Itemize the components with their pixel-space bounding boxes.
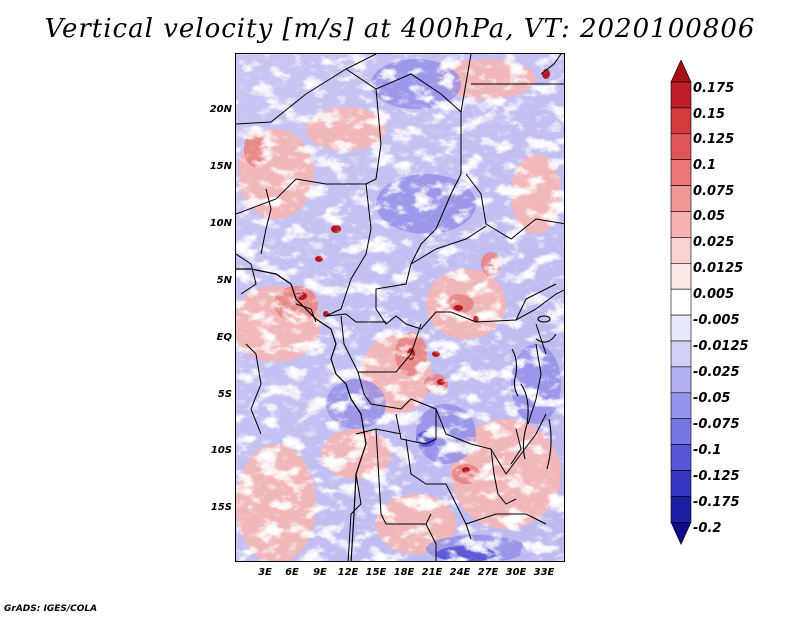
lat-label-10n: 10N — [209, 218, 232, 229]
colorbar-label: -0.175 — [693, 495, 740, 510]
lon-label-30e: 30E — [505, 567, 527, 578]
lon-label-12e: 12E — [337, 567, 359, 578]
colorbar-swatch — [670, 444, 692, 471]
colorbar-swatch — [670, 314, 692, 342]
colorbar-label: 0.005 — [693, 287, 735, 302]
coastline — [236, 268, 367, 561]
colorbar — [670, 60, 692, 546]
colorbar-swatch — [670, 185, 692, 212]
colorbar-label: 0.175 — [693, 81, 735, 96]
colorbar-swatch — [670, 392, 692, 419]
map-title: Vertical velocity [m/s] at 400hPa, VT: 2… — [44, 14, 756, 44]
lon-label-3e: 3E — [258, 567, 272, 578]
lat-label-5n: 5N — [216, 275, 232, 286]
colorbar-swatch — [670, 496, 692, 523]
lon-label-18e: 18E — [393, 567, 415, 578]
grads-credit: GrADS: IGES/COLA — [4, 604, 98, 614]
colorbar-label: -0.025 — [693, 365, 740, 380]
colorbar-label: -0.005 — [693, 313, 740, 328]
colorbar-swatch — [670, 418, 692, 445]
country-borders — [236, 54, 564, 561]
lakes — [511, 315, 557, 470]
lat-label-15s: 15S — [210, 502, 232, 513]
lon-label-15e: 15E — [365, 567, 387, 578]
colorbar-label: 0.05 — [693, 209, 726, 224]
colorbar-swatch — [670, 133, 692, 161]
colorbar-swatch — [670, 366, 692, 394]
lon-label-6e: 6E — [285, 567, 299, 578]
colorbar-swatch — [670, 211, 692, 238]
colorbar-label: -0.0125 — [693, 339, 749, 354]
colorbar-label: 0.125 — [693, 132, 735, 147]
lon-label-24e: 24E — [449, 567, 471, 578]
lat-label-5s: 5S — [217, 389, 232, 400]
lat-label-10s: 10S — [210, 445, 232, 456]
colorbar-label: 0.15 — [693, 107, 726, 122]
colorbar-label: 0.025 — [693, 235, 735, 250]
colorbar-swatch — [670, 81, 692, 109]
colorbar-swatch — [670, 340, 692, 368]
map-panel — [235, 53, 565, 562]
colorbar-label: 0.1 — [693, 158, 717, 173]
colorbar-label: 0.0125 — [693, 261, 744, 276]
colorbar-swatch — [670, 521, 692, 546]
vertical-velocity-field — [236, 54, 564, 561]
colorbar-swatch — [670, 159, 692, 186]
lat-label-eq: EQ — [216, 332, 232, 343]
lat-label-15n: 15N — [209, 161, 232, 172]
colorbar-swatch — [670, 263, 692, 290]
colorbar-swatch — [670, 470, 692, 497]
lon-label-27e: 27E — [477, 567, 499, 578]
colorbar-swatch — [670, 288, 692, 316]
lon-label-9e: 9E — [313, 567, 327, 578]
colorbar-label: -0.05 — [693, 391, 731, 406]
colorbar-label: -0.1 — [693, 443, 722, 458]
colorbar-swatch — [670, 237, 692, 264]
lon-label-21e: 21E — [421, 567, 443, 578]
colorbar-label: -0.075 — [693, 417, 740, 432]
colorbar-swatch — [670, 107, 692, 135]
colorbar-swatch — [670, 60, 692, 83]
colorbar-label: -0.125 — [693, 469, 740, 484]
lon-label-33e: 33E — [533, 567, 555, 578]
colorbar-label: 0.075 — [693, 184, 735, 199]
colorbar-label: -0.2 — [693, 521, 722, 536]
lat-label-20n: 20N — [209, 104, 232, 115]
